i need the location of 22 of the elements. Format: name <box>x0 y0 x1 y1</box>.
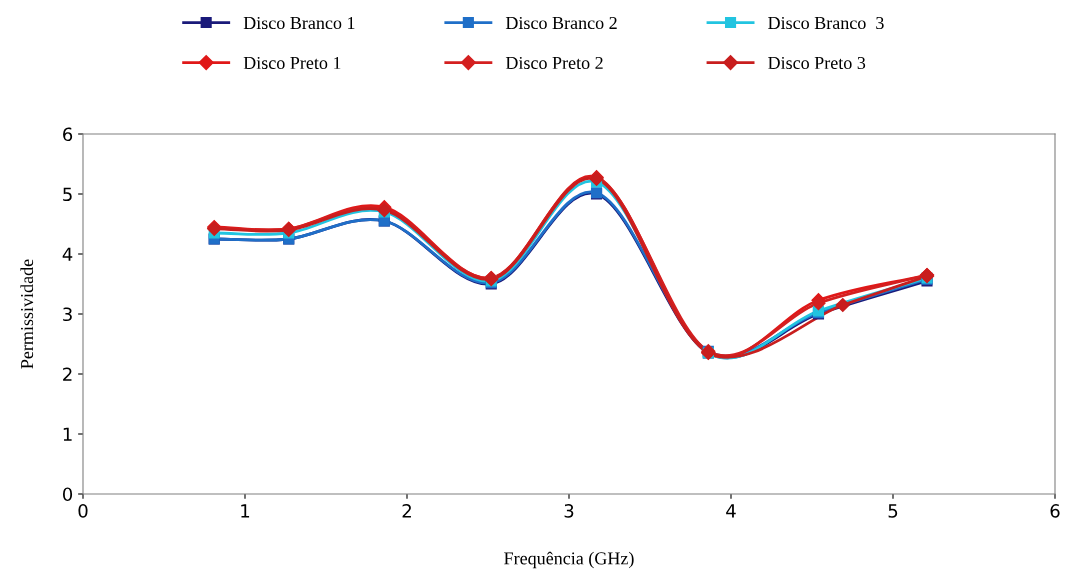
legend-label: Disco Preto 1 <box>243 56 341 70</box>
y-tick-label: 4 <box>62 247 73 261</box>
y-tick-label: 3 <box>63 307 72 322</box>
x-tick-label: 4 <box>726 504 736 518</box>
y-tick-label: 1 <box>63 427 72 441</box>
x-tick-label: 2 <box>402 504 411 518</box>
legend-label: Disco Preto 3 <box>768 56 866 70</box>
x-axis-title: Frequência (GHz) <box>504 551 634 569</box>
x-tick-label: 5 <box>888 504 898 518</box>
legend-label: Disco Branco 1 <box>243 16 355 30</box>
x-tick-label: 0 <box>78 504 88 518</box>
y-tick-label: 5 <box>63 187 72 202</box>
y-tick-label: 0 <box>62 487 73 502</box>
y-axis-title: Permissividade <box>20 259 34 369</box>
x-tick-label: 1 <box>241 504 250 518</box>
legend-label: Disco Branco 2 <box>505 16 617 30</box>
legend-label: Disco Preto 2 <box>505 56 603 70</box>
x-tick-label: 6 <box>1050 504 1060 518</box>
y-tick-label: 2 <box>63 367 72 381</box>
legend-label: Disco Branco 3 <box>768 16 884 30</box>
x-tick-label: 3 <box>564 504 574 518</box>
y-tick-label: 6 <box>63 127 73 142</box>
